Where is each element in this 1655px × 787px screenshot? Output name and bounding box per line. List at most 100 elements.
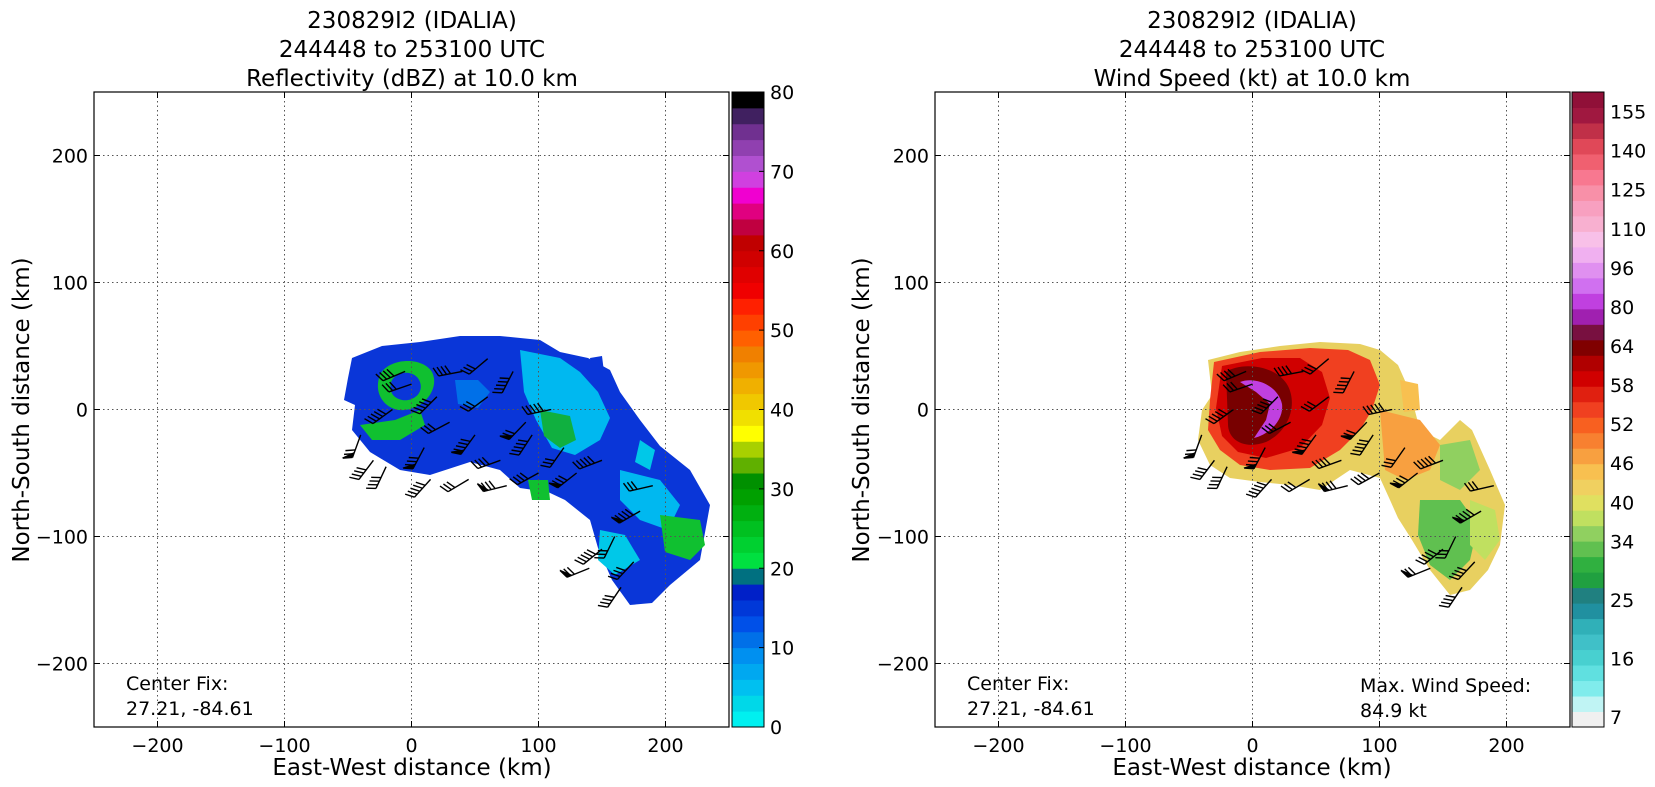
reflectivity-colorbar-bin <box>732 457 764 474</box>
reflectivity-plot-frame <box>93 91 730 728</box>
reflectivity-colorbar-bin <box>732 647 764 664</box>
wind-speed-y-tick-label: 0 <box>917 400 929 422</box>
wind-speed-colorbar-bin <box>1572 386 1604 403</box>
wind-speed-colorbar-bin <box>1572 618 1604 635</box>
reflectivity-colorbar-bin <box>732 234 764 252</box>
wind-speed-colorbar-bin <box>1572 246 1604 263</box>
wind-speed-colorbar-tick-label: 96 <box>1610 258 1634 280</box>
wind-speed-colorbar-bin <box>1572 572 1604 589</box>
wind-speed-wind-barb <box>1251 396 1279 415</box>
wind-speed-wind-barb <box>1451 508 1482 524</box>
wind-speed-wind-barb <box>1350 472 1380 486</box>
max-wind-speed-value: 84.9 kt <box>1360 700 1427 722</box>
reflectivity-wind-barb <box>364 408 393 425</box>
panel2-title-line3: Wind Speed (kt) at 10.0 km <box>1094 66 1411 92</box>
wind-speed-wind-barb <box>1261 421 1291 435</box>
reflectivity-colorbar-bin <box>732 409 764 426</box>
wind-speed-wind-barb <box>1222 381 1253 393</box>
wind-speed-colorbar-bin <box>1572 92 1604 108</box>
wind-speed-colorbar-bin <box>1572 277 1604 294</box>
wind-speed-colorbar-bin <box>1572 169 1604 186</box>
wind-speed-field <box>1198 342 1505 595</box>
reflectivity-wind-barb <box>492 371 514 394</box>
wind-speed-colorbar-bin <box>1572 432 1604 449</box>
reflectivity-colorbar-bin <box>732 504 764 522</box>
reflectivity-colorbar-tick-label: 0 <box>770 717 782 739</box>
wind-speed-wind-barbs <box>1182 358 1494 608</box>
wind-speed-colorbar-bin <box>1572 479 1604 496</box>
reflectivity-wind-barb <box>375 368 406 382</box>
reflectivity-y-tick-label: 200 <box>52 146 88 168</box>
wind-speed-colorbar-bin <box>1572 401 1604 418</box>
wind-speed-colorbar-tick-label: 46 <box>1610 453 1634 475</box>
reflectivity-colorbar-tick-label: 40 <box>770 400 794 422</box>
wind-speed-wind-barb <box>1400 566 1431 578</box>
reflectivity-wind-barb <box>610 508 641 524</box>
reflectivity-wind-barb <box>607 561 635 581</box>
reflectivity-colorbar-bin <box>732 219 764 236</box>
reflectivity-colorbar-tick-label: 60 <box>770 241 794 263</box>
wind-speed-y-tick-label: −200 <box>877 654 929 676</box>
wind-speed-wind-barb <box>1243 447 1266 470</box>
wind-speed-wind-barb <box>1448 561 1476 581</box>
reflectivity-wind-barb <box>450 434 476 456</box>
wind-speed-x-tick-label: 200 <box>1488 735 1524 757</box>
reflectivity-colorbar-bin <box>732 282 764 299</box>
reflectivity-colorbar-tick-label: 50 <box>770 320 794 342</box>
reflectivity-wind-barb <box>548 472 578 489</box>
reflectivity-colorbar-bin <box>732 615 764 633</box>
wind-speed-wind-barb <box>1245 478 1273 498</box>
reflectivity-wind-barbs <box>341 358 653 608</box>
wind-speed-colorbar-tick-label: 125 <box>1610 180 1646 202</box>
reflectivity-colorbar-bin <box>732 250 764 268</box>
reflectivity-colorbar-bin <box>732 631 764 649</box>
reflectivity-wind-barb <box>349 459 374 481</box>
panel1-title-line2: 244448 to 253100 UTC <box>279 37 545 63</box>
wind-speed-wind-barb <box>1362 402 1393 416</box>
reflectivity-wind-barb <box>622 481 653 492</box>
reflectivity-colorbar-bin <box>732 92 764 109</box>
wind-speed-colorbar-bin <box>1572 184 1604 201</box>
wind-speed-colorbar-bin <box>1572 510 1604 527</box>
reflectivity-colorbar-bin <box>732 330 764 347</box>
wind-speed-y-tick-label: 200 <box>893 146 929 168</box>
wind-speed-colorbar <box>1571 91 1605 728</box>
reflectivity-colorbar-bin <box>732 520 764 537</box>
reflectivity-y-tick-label: 100 <box>52 273 88 295</box>
wind-speed-colorbar-tick-label: 140 <box>1610 141 1646 163</box>
wind-speed-wind-barb <box>1340 421 1368 441</box>
reflectivity-colorbar-bin <box>732 473 764 490</box>
reflectivity-colorbar-bin <box>732 139 764 156</box>
wind-speed-colorbar-frame <box>1571 91 1605 728</box>
wind-speed-grid <box>935 92 1570 727</box>
reflectivity-grid <box>94 92 729 727</box>
reflectivity-wind-barb <box>499 421 527 441</box>
reflectivity-center-fix-value: 27.21, -84.61 <box>126 698 254 720</box>
panel2-title-line1: 230829I2 (IDALIA) <box>1147 8 1357 34</box>
reflectivity-colorbar-bin <box>732 155 764 172</box>
reflectivity-colorbar-bin <box>732 663 764 680</box>
wind-speed-colorbar-tick-label: 52 <box>1610 414 1634 436</box>
wind-speed-colorbar-tick-label: 34 <box>1610 531 1634 553</box>
wind-speed-wind-barb <box>1415 548 1444 565</box>
reflectivity-wind-barb <box>470 456 501 470</box>
reflectivity-wind-barb <box>521 402 552 416</box>
reflectivity-colorbar-tick-label: 10 <box>770 638 794 660</box>
wind-speed-colorbar-tick-label: 25 <box>1610 590 1634 612</box>
wind-speed-colorbar-tick-labels: 7 16 25 34 40 46 52 58 64 80 96 110 125 140 155 <box>1610 102 1646 730</box>
reflectivity-wind-barb <box>410 396 438 415</box>
reflectivity-colorbar-tick-label: 70 <box>770 161 794 183</box>
reflectivity-colorbar-bin <box>732 107 764 125</box>
wind-speed-colorbar-bin <box>1572 463 1604 480</box>
wind-speed-plot-frame <box>934 91 1571 728</box>
wind-speed-wind-barb <box>1350 434 1374 456</box>
reflectivity-wind-barb <box>432 365 463 377</box>
reflectivity-wind-barb <box>381 381 412 393</box>
wind-speed-colorbar-bin <box>1572 138 1604 155</box>
wind-speed-wind-barb <box>1381 447 1406 468</box>
wind-speed-wind-barb <box>1333 371 1355 394</box>
wind-speed-wind-barb <box>1300 396 1330 412</box>
wind-speed-colorbar-bin <box>1572 122 1604 139</box>
reflectivity-wind-barb <box>559 566 590 578</box>
